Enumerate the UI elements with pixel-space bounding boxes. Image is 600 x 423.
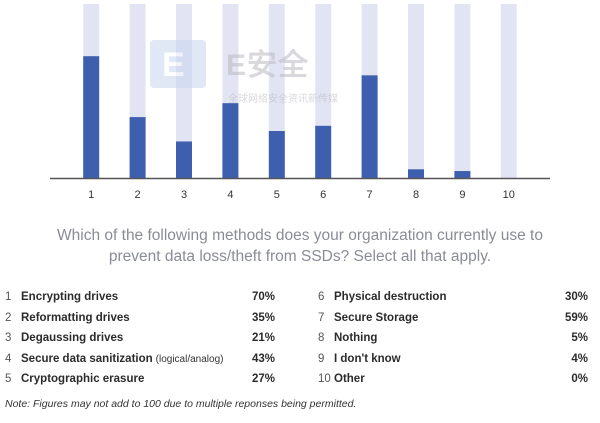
legend-item-7: 7 Secure Storage 59% (318, 308, 588, 329)
watermark-subtext: 全球网络安全资讯新传媒 (228, 94, 338, 105)
legend-label: Reformatting drives (21, 311, 130, 324)
legend-label-note: (logical/analog) (155, 353, 224, 365)
legend-label: Encrypting drives (21, 291, 119, 303)
x-tick-label-2: 2 (135, 189, 141, 201)
legend-label: Nothing (334, 332, 378, 344)
legend-number: 10 (318, 373, 331, 385)
x-tick-labels: 1 2 3 4 5 6 7 8 9 10 (88, 189, 515, 201)
legend-label: Other (334, 373, 365, 385)
bar-7 (361, 75, 378, 178)
legend-percent: 59% (564, 311, 588, 324)
legend-label: Physical destruction (334, 291, 447, 303)
bar-5 (268, 131, 285, 178)
bar-track-10 (500, 4, 517, 178)
legend-percent: 70% (251, 291, 275, 303)
x-tick-label-5: 5 (274, 189, 280, 201)
legend-percent: 43% (251, 352, 275, 365)
bar-2 (129, 117, 146, 178)
legend-label: Secure Storage (334, 311, 419, 324)
bar-group (83, 4, 517, 179)
legend-label: Cryptographic erasure (21, 373, 145, 385)
legend-number: 3 (5, 332, 12, 344)
x-tick-label-7: 7 (367, 189, 373, 201)
x-tick-label-1: 1 (88, 189, 94, 201)
legend-item-3: 3 Degaussing drives 21% (5, 328, 275, 349)
bar-track-9 (454, 4, 471, 178)
legend-percent: 0% (571, 373, 588, 385)
bar-1 (83, 56, 100, 179)
legend-item-5: 5 Cryptographic erasure 27% (5, 369, 275, 390)
legend-number: 7 (318, 311, 325, 324)
legend-percent: 4% (571, 352, 588, 365)
legend-number: 9 (318, 352, 325, 365)
legend-percent: 30% (564, 291, 588, 303)
legend-percent: 35% (251, 311, 275, 324)
watermark-glyph: E (162, 46, 185, 84)
legend-label: Degaussing drives (21, 332, 124, 344)
legend-percent: 21% (251, 332, 275, 344)
legend-item-2: 2 Reformatting drives 35% (5, 308, 275, 329)
bar-3 (176, 141, 192, 178)
question-line-1: Which of the following methods does your… (57, 227, 543, 244)
question-line-2: prevent data loss/theft from SSDs? Selec… (108, 248, 492, 265)
legend-item-6: 6 Physical destruction 30% (318, 287, 588, 308)
legend-item-8: 8 Nothing 5% (318, 328, 588, 349)
bar-chart: 1 2 3 4 5 6 7 8 9 10 (50, 4, 550, 201)
legend-number: 1 (5, 291, 12, 303)
bar-8 (408, 169, 424, 178)
x-tick-label-6: 6 (320, 189, 326, 201)
legend-number: 4 (5, 352, 12, 365)
x-tick-label-10: 10 (503, 189, 515, 201)
legend-number: 8 (318, 332, 325, 344)
legend: 1 Encrypting drives 70% 2 Reformatting drive… (0, 287, 600, 391)
bar-9 (454, 171, 471, 178)
legend-number: 5 (5, 373, 12, 385)
x-tick-label-3: 3 (181, 189, 187, 201)
legend-percent: 27% (251, 373, 275, 385)
legend-number: 6 (318, 291, 325, 303)
legend-number: 2 (5, 311, 12, 324)
question-text: Which of the following methods does your… (0, 225, 600, 267)
x-tick-label-8: 8 (413, 189, 419, 201)
legend-column-right: 6 Physical destruction 30% 7 Secure Storage 5… (318, 287, 588, 390)
watermark-logo: E E安全 全球网络安全资讯新传媒 (150, 40, 350, 110)
watermark-text: E安全 (226, 49, 310, 82)
footnote: Note: Figures may not add to 100 due to … (5, 398, 357, 410)
x-tick-label-9: 9 (459, 189, 465, 201)
legend-label: I don't know (334, 352, 401, 365)
watermark-badge: E (150, 40, 206, 88)
legend-item-10: 10 Other 0% (318, 369, 588, 390)
legend-percent: 5% (571, 332, 588, 344)
legend-item-1: 1 Encrypting drives 70% (5, 287, 275, 308)
bar-4 (222, 103, 239, 178)
bar-6 (315, 125, 332, 178)
x-tick-label-4: 4 (227, 189, 233, 201)
legend-item-4: 4 Secure data sanitization (logical/analog… (5, 349, 275, 370)
legend-column-left: 1 Encrypting drives 70% 2 Reformatting drive… (5, 287, 275, 390)
legend-label: Secure data sanitization (logical/analog) (21, 352, 224, 365)
legend-item-9: 9 I don't know 4% (318, 349, 588, 370)
bar-track-8 (408, 4, 424, 178)
